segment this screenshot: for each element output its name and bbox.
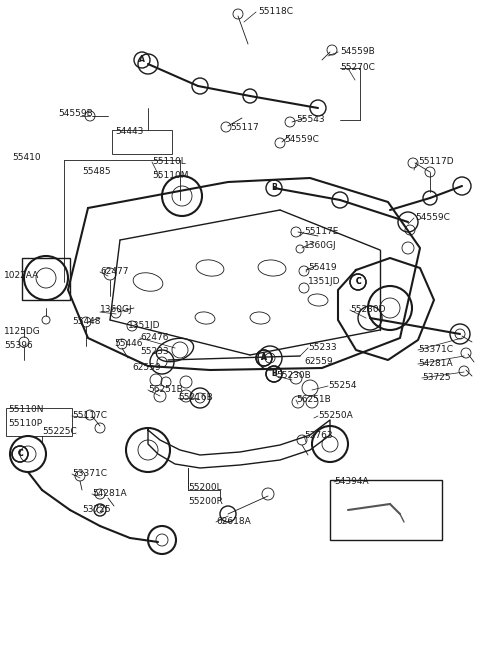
Text: 52763: 52763 (304, 432, 333, 441)
Text: 55117C: 55117C (72, 411, 107, 421)
Text: 55410: 55410 (12, 154, 41, 163)
Text: B: B (271, 370, 277, 378)
Text: 54394A: 54394A (334, 477, 369, 486)
Text: A: A (261, 353, 267, 363)
Text: 55396: 55396 (4, 342, 33, 350)
Text: 62476: 62476 (140, 333, 168, 342)
Text: 55216B: 55216B (178, 393, 213, 402)
Text: 55254: 55254 (328, 381, 357, 391)
Text: 53725: 53725 (422, 374, 451, 383)
Text: 54443: 54443 (115, 128, 144, 137)
Text: 62559: 62559 (132, 363, 161, 372)
Text: 55110P: 55110P (8, 419, 42, 428)
Text: C: C (17, 449, 23, 458)
Text: 54559C: 54559C (284, 135, 319, 145)
Text: C: C (17, 449, 23, 458)
Text: 55110N: 55110N (8, 406, 44, 415)
Text: 55225C: 55225C (42, 428, 77, 437)
Text: C: C (355, 277, 361, 286)
Text: 53725: 53725 (82, 505, 110, 514)
Text: 55448: 55448 (72, 318, 100, 327)
Text: 55200L: 55200L (188, 484, 222, 493)
Text: 62477: 62477 (100, 268, 129, 277)
Text: 55446: 55446 (114, 340, 143, 348)
Text: 1360GJ: 1360GJ (100, 305, 132, 314)
Text: 55230D: 55230D (350, 305, 385, 314)
Text: 54281A: 54281A (92, 490, 127, 499)
Text: 55419: 55419 (308, 264, 336, 273)
Text: 55200R: 55200R (188, 497, 223, 506)
Text: 55117E: 55117E (304, 227, 338, 236)
Text: 55250A: 55250A (318, 411, 353, 421)
Text: 62618A: 62618A (216, 518, 251, 527)
Bar (22, 258, 70, 300)
Text: A: A (139, 55, 145, 64)
Text: 1022AA: 1022AA (4, 271, 39, 281)
Text: 54559B: 54559B (58, 109, 93, 118)
Text: C: C (355, 277, 361, 286)
Text: 54559B: 54559B (340, 48, 375, 57)
Text: 55110M: 55110M (152, 171, 189, 180)
Text: 1125DG: 1125DG (4, 327, 41, 337)
Text: 54281A: 54281A (418, 359, 453, 368)
Text: 56251B: 56251B (296, 396, 331, 404)
Text: A: A (261, 353, 267, 363)
Text: 55118C: 55118C (258, 8, 293, 16)
Text: B: B (271, 370, 277, 378)
Text: 56251B: 56251B (148, 385, 183, 395)
Text: 1351JD: 1351JD (308, 277, 340, 286)
Text: 1360GJ: 1360GJ (304, 242, 336, 251)
Text: 55117D: 55117D (418, 158, 454, 167)
Bar (6, 408, 72, 436)
Text: 53371C: 53371C (72, 469, 107, 478)
Text: 55233: 55233 (308, 344, 336, 352)
Text: 55543: 55543 (296, 115, 324, 124)
Bar (330, 480, 442, 540)
Text: 54559C: 54559C (415, 214, 450, 223)
Text: 53371C: 53371C (418, 346, 453, 355)
Text: 55117: 55117 (230, 124, 259, 133)
Text: 62559: 62559 (304, 357, 333, 367)
Text: 55110L: 55110L (152, 158, 186, 167)
Text: 1351JD: 1351JD (128, 322, 160, 331)
Text: B: B (271, 184, 277, 193)
Text: 55270C: 55270C (340, 64, 375, 72)
Bar (112, 130, 172, 154)
Text: 55233: 55233 (140, 348, 168, 357)
Text: 55230B: 55230B (276, 372, 311, 380)
Text: 55485: 55485 (82, 167, 110, 176)
